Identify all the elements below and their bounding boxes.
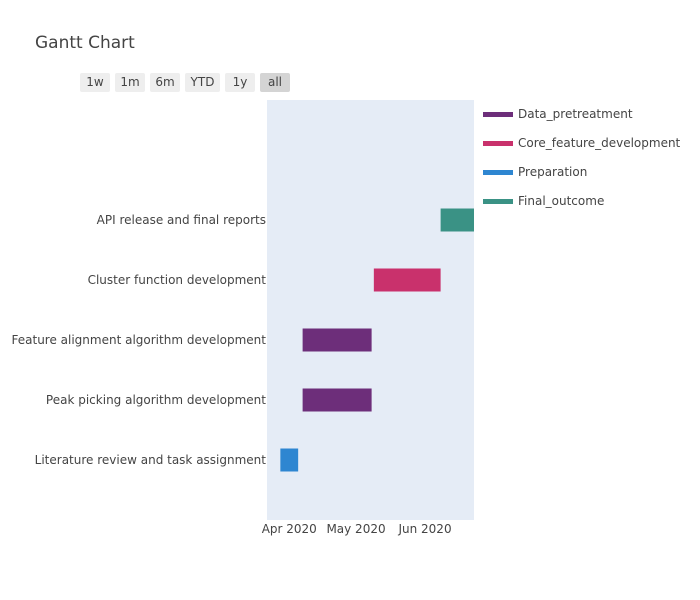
legend-label[interactable]: Preparation <box>518 165 587 179</box>
range-button-all[interactable]: all <box>260 73 290 92</box>
legend-swatch[interactable] <box>483 112 513 117</box>
x-axis-ticks: Apr 2020 May 2020 Jun 2020 <box>262 522 452 536</box>
gantt-bar[interactable] <box>440 208 474 232</box>
bars-layer <box>280 208 474 472</box>
x-tick-label: May 2020 <box>326 522 385 536</box>
plot-area <box>267 100 474 520</box>
legend-label[interactable]: Core_feature_development <box>518 136 681 150</box>
range-button-1w[interactable]: 1w <box>80 73 110 92</box>
legend-label[interactable]: Final_outcome <box>518 194 604 208</box>
range-button-1m[interactable]: 1m <box>115 73 145 92</box>
x-tick-label: Jun 2020 <box>397 522 451 536</box>
task-label: Cluster function development <box>88 273 267 287</box>
task-label: Literature review and task assignment <box>35 453 267 467</box>
legend-swatch[interactable] <box>483 199 513 204</box>
legend-swatch[interactable] <box>483 141 513 146</box>
gantt-bar[interactable] <box>280 448 299 472</box>
chart-title: Gantt Chart <box>35 33 135 53</box>
legend-label[interactable]: Data_pretreatment <box>518 107 633 121</box>
gantt-bar[interactable] <box>302 328 372 352</box>
gantt-bar[interactable] <box>373 268 441 292</box>
range-button-1y[interactable]: 1y <box>225 73 255 92</box>
range-button-6m[interactable]: 6m <box>150 73 180 92</box>
gantt-bar[interactable] <box>302 388 372 412</box>
category-labels: Literature review and task assignment Pea… <box>12 213 267 467</box>
legend-swatch[interactable] <box>483 170 513 175</box>
range-button-ytd[interactable]: YTD <box>185 73 220 92</box>
legend[interactable]: Data_pretreatment Core_feature_developmen… <box>483 107 681 208</box>
task-label: Peak picking algorithm development <box>46 393 266 407</box>
x-tick-label: Apr 2020 <box>262 522 317 536</box>
task-label: API release and final reports <box>97 213 266 227</box>
task-label: Feature alignment algorithm development <box>12 333 267 347</box>
